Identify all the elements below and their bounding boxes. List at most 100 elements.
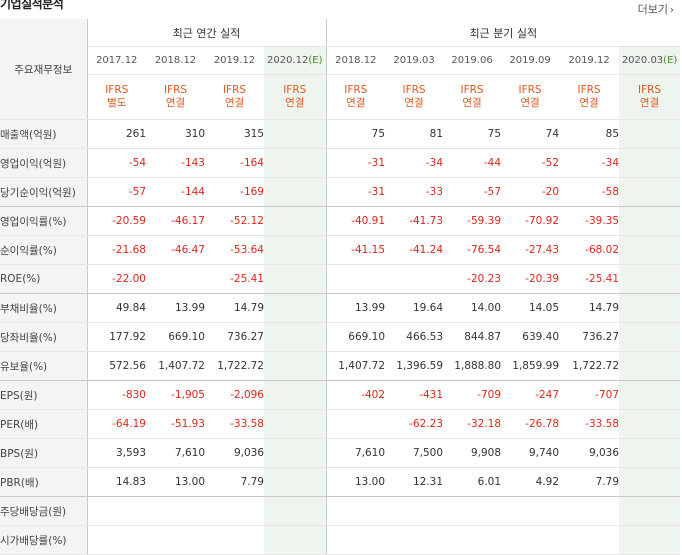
period-header: 2019.12	[559, 46, 620, 75]
table-row: 매출액(억원) 261 310 315 75 81 75 74 85	[0, 119, 681, 149]
value-cell	[385, 264, 444, 294]
value-cell: -707	[559, 380, 620, 410]
period-header: 2020.12(E)	[264, 46, 327, 75]
value-cell: 1,407.72	[146, 351, 205, 381]
value-cell: -247	[501, 380, 560, 410]
value-cell: -164	[205, 148, 264, 178]
value-cell	[205, 496, 264, 526]
period-label: 2020.03	[621, 55, 664, 66]
table-row: PBR(배) 14.83 13.00 7.79 13.00 12.31 6.01 4.92 7.…	[0, 467, 681, 497]
value-cell	[619, 438, 681, 468]
value-cell: -830	[87, 380, 146, 410]
value-cell: -33.58	[559, 409, 620, 439]
value-cell: 7,610	[146, 438, 205, 468]
row-label: 매출액(억원)	[0, 119, 88, 149]
value-cell: 7,500	[385, 438, 444, 468]
value-cell: 7,610	[326, 438, 386, 468]
value-cell: -57	[443, 177, 502, 207]
value-cell: -144	[146, 177, 205, 207]
table-row: ROE(%) -22.00 -25.41 -20.23 -20.39 -25.41	[0, 264, 681, 294]
scope-label: 연결	[520, 97, 540, 109]
value-cell: 736.27	[559, 322, 620, 352]
standard-label: IFRS	[222, 84, 247, 96]
row-label: BPS(원)	[0, 438, 88, 468]
value-cell	[619, 380, 681, 410]
value-cell: 7.79	[559, 467, 620, 497]
value-cell: -20.59	[87, 206, 146, 236]
value-cell	[264, 177, 327, 207]
accounting-standard-header: IFRS 연결	[146, 74, 205, 120]
table-row: 부채비율(%) 49.84 13.99 14.79 13.99 19.64 14.00 14.…	[0, 293, 681, 323]
value-cell	[619, 235, 681, 265]
value-cell: 75	[443, 119, 502, 149]
standard-label: IFRS	[460, 84, 484, 96]
scope-label: 연결	[639, 97, 660, 109]
value-cell: 4.92	[501, 467, 560, 497]
period-label: 2019.12	[568, 55, 610, 66]
accounting-standard-header: IFRS 연결	[326, 74, 386, 120]
row-label: PBR(배)	[0, 467, 88, 497]
more-link[interactable]: 더보기 ›	[638, 1, 674, 17]
value-cell: 14.79	[205, 293, 264, 323]
table-row: PER(배) -64.19 -51.93 -33.58 -62.23 -32.18 -26.…	[0, 409, 681, 439]
value-cell: -41.24	[385, 235, 444, 265]
value-cell: 466.53	[385, 322, 444, 352]
scope-label: 연결	[224, 97, 245, 109]
scope-label: 연결	[404, 97, 424, 109]
period-label: 2020.12	[267, 55, 309, 66]
quarter-group-header: 최근 분기 실적	[326, 19, 681, 47]
value-cell: -44	[443, 148, 502, 178]
value-cell	[619, 206, 681, 236]
row-label: EPS(원)	[0, 380, 88, 410]
period-header: 2018.12	[146, 46, 205, 75]
row-label: 유보율(%)	[0, 351, 88, 381]
period-label: 2017.12	[96, 55, 138, 66]
value-cell: 1,888.80	[443, 351, 502, 381]
value-cell: 844.87	[443, 322, 502, 352]
table-row: 유보율(%) 572.56 1,407.72 1,722.72 1,407.72 1,39…	[0, 351, 681, 381]
accounting-standard-header: IFRS 연결	[443, 74, 502, 120]
value-cell	[87, 525, 146, 555]
value-cell: 75	[326, 119, 386, 149]
value-cell: 1,722.72	[205, 351, 264, 381]
value-cell: 13.99	[326, 293, 386, 323]
financial-summary-table: 주요재무정보 최근 연간 실적 최근 분기 실적 2017.12 2018.12 2…	[0, 19, 681, 555]
standard-label: IFRS	[577, 84, 601, 96]
value-cell: -25.41	[559, 264, 620, 294]
period-label: 2019.12	[213, 55, 256, 66]
value-cell: 9,036	[559, 438, 620, 468]
value-cell: 9,908	[443, 438, 502, 468]
table-row: 당기순이익(억원) -57 -144 -169 -31 -33 -57 -20 -58	[0, 177, 681, 207]
value-cell: -25.41	[205, 264, 264, 294]
value-cell	[326, 496, 386, 526]
chevron-right-icon: ›	[670, 5, 674, 16]
value-cell: -46.17	[146, 206, 205, 236]
period-label: 2019.09	[509, 55, 551, 66]
value-cell	[619, 148, 681, 178]
table-row: 영업이익(억원) -54 -143 -164 -31 -34 -44 -52 -34	[0, 148, 681, 178]
value-cell: -2,096	[205, 380, 264, 410]
value-cell: 177.92	[87, 322, 146, 352]
value-cell: 13.99	[146, 293, 205, 323]
value-cell: -76.54	[443, 235, 502, 265]
section-header: 기업실적분석 더보기 ›	[0, 0, 682, 18]
scope-label: 별도	[107, 97, 127, 109]
period-header: 2018.12	[326, 46, 386, 75]
value-cell	[87, 496, 146, 526]
standard-label: IFRS	[344, 84, 368, 96]
value-cell: -31	[326, 177, 386, 207]
value-cell	[264, 206, 327, 236]
value-cell: 261	[87, 119, 146, 149]
value-cell	[264, 264, 327, 294]
value-cell	[264, 351, 327, 381]
value-cell: 315	[205, 119, 264, 149]
value-cell: 669.10	[326, 322, 386, 352]
standard-label: IFRS	[163, 84, 188, 96]
value-cell: -402	[326, 380, 386, 410]
value-cell: 9,036	[205, 438, 264, 468]
value-cell: 669.10	[146, 322, 205, 352]
row-label: 당좌비율(%)	[0, 322, 88, 352]
section-title: 기업실적분석	[0, 0, 64, 11]
standard-label: IFRS	[518, 84, 542, 96]
value-cell: 14.05	[501, 293, 560, 323]
